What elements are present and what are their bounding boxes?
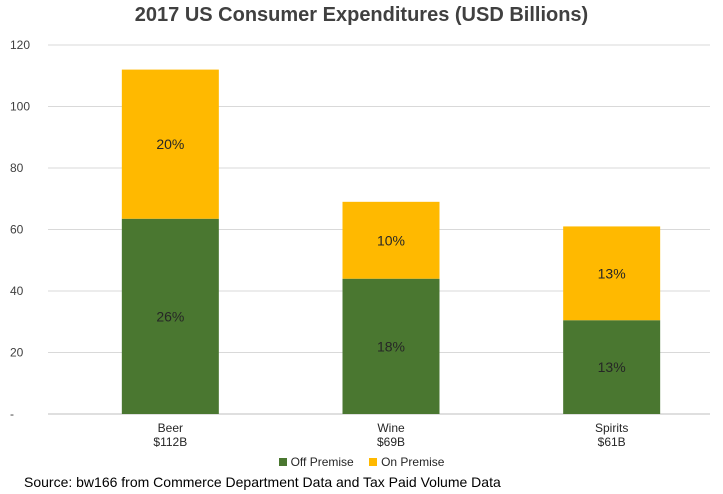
y-tick-label: 120 [10, 38, 30, 52]
data-label: 18% [377, 338, 405, 354]
x-axis-categories: Beer$112B Wine$69B Spirits$61B [153, 421, 628, 449]
y-tick-label: 100 [10, 100, 30, 114]
category-label: Wine [377, 421, 405, 435]
y-tick-label: 60 [10, 223, 24, 237]
bar-on-premise-beer [121, 69, 219, 219]
legend-swatch-off-premise [278, 458, 287, 466]
y-tick-label: 40 [10, 284, 24, 298]
bars [121, 69, 661, 414]
legend-swatch-on-premise [369, 458, 378, 466]
category-label: Beer [158, 421, 183, 435]
category-sublabel: $69B [377, 435, 405, 449]
bar-off-premise-wine [342, 278, 440, 414]
bar-on-premise-wine [342, 201, 440, 279]
bar-off-premise-beer [121, 218, 219, 414]
y-tick-label: - [10, 407, 14, 421]
data-label: 13% [598, 265, 626, 281]
data-label: 10% [377, 232, 405, 248]
legend: Off Premise On Premise [0, 455, 723, 469]
category-sublabel: $61B [598, 435, 626, 449]
legend-label-off-premise: Off Premise [290, 455, 354, 469]
category-label: Spirits [595, 421, 628, 435]
data-label: 13% [598, 359, 626, 375]
data-label: 26% [156, 308, 184, 324]
y-tick-label: 80 [10, 161, 24, 175]
chart-title: 2017 US Consumer Expenditures (USD Billi… [134, 4, 589, 26]
legend-label-on-premise: On Premise [381, 455, 445, 469]
data-label: 20% [156, 136, 184, 152]
source-note: Source: bw166 from Commerce Department D… [24, 474, 501, 490]
bar-on-premise-spirits [563, 226, 661, 321]
data-labels: 26% 20% 18% 10% 13% 13% [156, 136, 625, 375]
y-tick-label: 20 [10, 346, 24, 360]
legend-item-on-premise: On Premise [369, 455, 444, 469]
bar-off-premise-spirits [563, 320, 661, 414]
y-axis-ticks: - 20 40 60 80 100 120 [10, 38, 30, 421]
category-sublabel: $112B [153, 435, 187, 449]
legend-item-off-premise: Off Premise [278, 455, 354, 469]
